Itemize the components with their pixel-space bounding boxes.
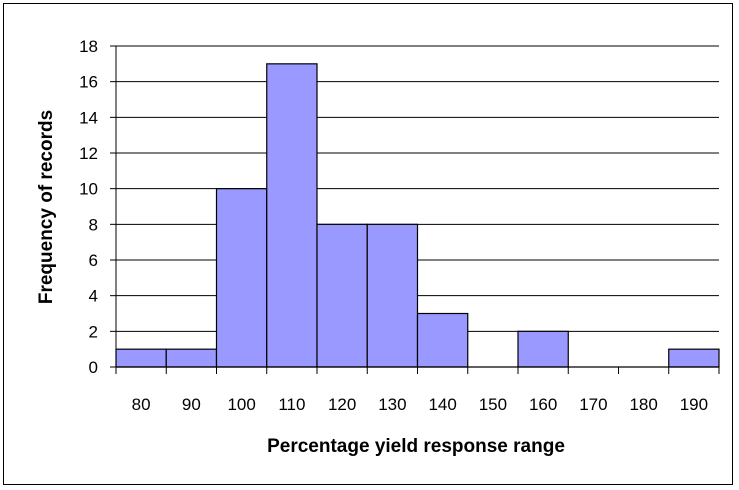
bar-110 (266, 63, 318, 368)
y-tick-label: 8 (89, 215, 98, 234)
axes (110, 45, 720, 374)
bar-160 (517, 330, 569, 368)
x-tick-labels: 80 90 100 110 120 130 140 150 160 170 180 190 (132, 395, 708, 414)
y-tick-label: 18 (79, 37, 98, 56)
x-tick-label: 80 (132, 395, 151, 414)
x-tick-label: 190 (680, 395, 708, 414)
y-tick-label: 2 (89, 322, 98, 341)
y-tick-label: 6 (89, 251, 98, 270)
x-tick-label: 110 (278, 395, 305, 414)
x-tick-label: 100 (227, 395, 255, 414)
y-tick-label: 14 (79, 108, 98, 127)
bar-130 (366, 223, 419, 368)
y-tick-label: 4 (89, 287, 98, 306)
bar-80 (115, 348, 167, 368)
x-tick-label: 160 (529, 395, 557, 414)
x-tick-label: 150 (479, 395, 507, 414)
y-tick-labels: 0 2 4 6 8 10 12 14 16 18 (79, 37, 98, 377)
bar-190 (668, 348, 720, 368)
x-axis-title: Percentage yield response range (267, 436, 565, 457)
x-tick-label: 170 (579, 395, 607, 414)
y-tick-label: 12 (79, 144, 98, 163)
y-tick-label: 10 (79, 180, 98, 199)
y-tick-label: 0 (89, 358, 98, 377)
bar-90 (165, 348, 218, 368)
x-tick-label: 140 (428, 395, 456, 414)
x-tick-label: 130 (378, 395, 406, 414)
x-tick-label: 180 (629, 395, 657, 414)
y-tick-label: 16 (79, 73, 98, 92)
bars (115, 63, 720, 368)
y-axis-title: Frequency of records (36, 110, 57, 304)
x-tick-label: 120 (328, 395, 356, 414)
x-tick-label: 90 (182, 395, 201, 414)
bar-120 (316, 223, 368, 368)
bar-140 (416, 312, 469, 368)
bar-100 (215, 188, 268, 368)
